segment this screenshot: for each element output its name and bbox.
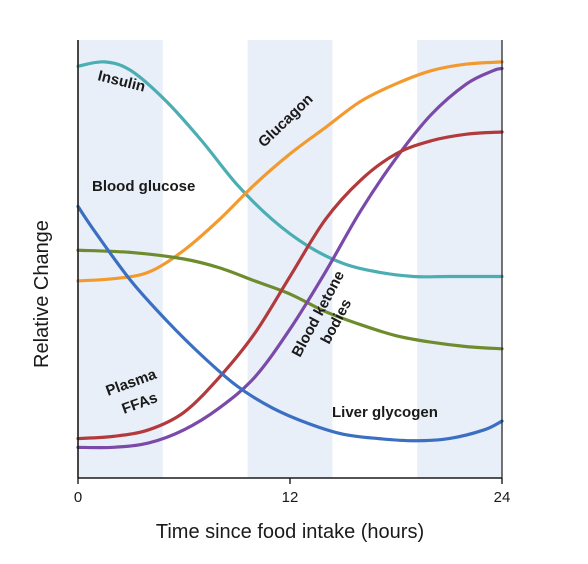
glucagon-curve [76, 60, 504, 283]
liver-glycogen-curve [76, 204, 504, 443]
insulin-curve [76, 60, 504, 279]
x-ticks: 0 12 24 [74, 478, 511, 506]
x-axis-title: Time since food intake (hours) [156, 521, 424, 543]
y-axis-title: Relative Change [31, 220, 53, 368]
blood-ketone-bodies-curve [76, 66, 504, 450]
curves [76, 60, 504, 450]
plasma-ffas-curve [76, 130, 504, 441]
x-tick-label: 0 [74, 489, 82, 506]
blood-glucose-label: Blood glucose [92, 178, 195, 195]
background-band-2 [247, 40, 333, 478]
liver-glycogen-label: Liver glycogen [332, 404, 438, 421]
x-tick-label: 12 [282, 489, 299, 506]
x-tick-label: 24 [494, 489, 511, 506]
background-band-1 [78, 40, 163, 478]
